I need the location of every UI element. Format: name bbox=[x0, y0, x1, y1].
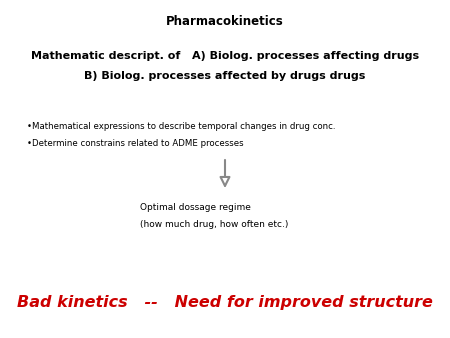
Text: Mathematic descript. of   A) Biolog. processes affecting drugs: Mathematic descript. of A) Biolog. proce… bbox=[31, 51, 419, 61]
Text: (how much drug, how often etc.): (how much drug, how often etc.) bbox=[140, 220, 288, 229]
Text: Bad kinetics   --   Need for improved structure: Bad kinetics -- Need for improved struct… bbox=[17, 295, 433, 310]
Text: Pharmacokinetics: Pharmacokinetics bbox=[166, 16, 284, 28]
Text: •Mathematical expressions to describe temporal changes in drug conc.: •Mathematical expressions to describe te… bbox=[27, 122, 336, 131]
Text: •Determine constrains related to ADME processes: •Determine constrains related to ADME pr… bbox=[27, 139, 243, 148]
Text: Optimal dossage regime: Optimal dossage regime bbox=[140, 203, 250, 212]
Text: B) Biolog. processes affected by drugs drugs: B) Biolog. processes affected by drugs d… bbox=[84, 71, 366, 81]
